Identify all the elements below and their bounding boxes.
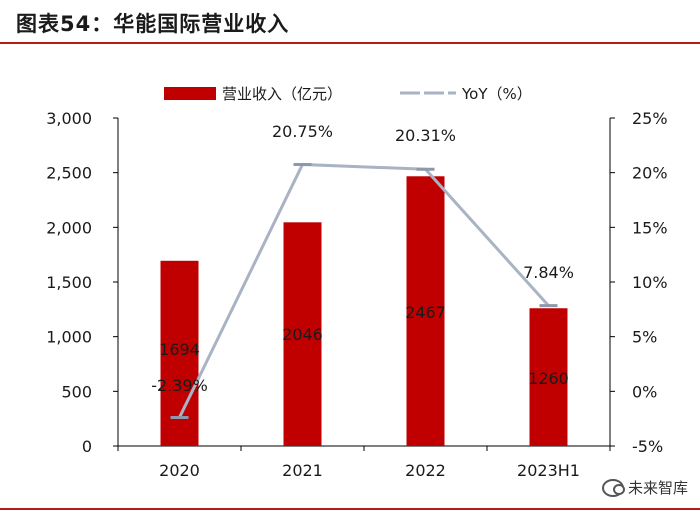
legend-label-line: YoY（%） bbox=[461, 85, 532, 103]
yoy-data-label: 7.84% bbox=[523, 263, 574, 282]
bar-data-label: 1694 bbox=[159, 340, 200, 359]
y-right-tick-label: 25% bbox=[632, 109, 668, 128]
x-tick-label: 2023H1 bbox=[517, 461, 580, 480]
yoy-data-label: 20.31% bbox=[395, 126, 456, 145]
y-left-tick-label: 1,500 bbox=[46, 273, 92, 292]
yoy-data-label: -2.39% bbox=[151, 376, 208, 395]
y-right-tick-label: 15% bbox=[632, 218, 668, 237]
y-left-tick-label: 2,000 bbox=[46, 218, 92, 237]
legend-label-bar: 营业收入（亿元） bbox=[222, 85, 342, 103]
header: 图表54：华能国际营业收入 bbox=[0, 0, 700, 44]
watermark: 未来智库 bbox=[601, 477, 688, 498]
y-left-tick-label: 0 bbox=[82, 437, 92, 456]
bar-data-label: 2046 bbox=[282, 325, 323, 344]
x-tick-label: 2021 bbox=[282, 461, 323, 480]
y-right-tick-label: 10% bbox=[632, 273, 668, 292]
x-tick-label: 2020 bbox=[159, 461, 200, 480]
revenue-bar bbox=[283, 222, 322, 446]
yoy-data-label: 20.75% bbox=[272, 122, 333, 141]
y-right-tick-label: 20% bbox=[632, 164, 668, 183]
watermark-text: 未来智库 bbox=[627, 479, 688, 497]
y-left-tick-label: 2,500 bbox=[46, 164, 92, 183]
y-left-tick-label: 1,000 bbox=[46, 328, 92, 347]
y-right-tick-label: 0% bbox=[632, 382, 657, 401]
yoy-line bbox=[178, 162, 550, 419]
legend-swatch-bar bbox=[164, 87, 216, 100]
y-right-tick-label: -5% bbox=[632, 437, 663, 456]
bar-data-label: 2467 bbox=[405, 303, 446, 322]
y-left-tick-label: 3,000 bbox=[46, 109, 92, 128]
wechat-icon bbox=[601, 478, 625, 497]
revenue-bar bbox=[406, 176, 445, 447]
header-divider bbox=[0, 42, 700, 44]
footer-divider bbox=[0, 508, 700, 510]
page-title: 图表54：华能国际营业收入 bbox=[16, 12, 290, 36]
y-left-tick-label: 500 bbox=[61, 382, 92, 401]
bar-data-label: 1260 bbox=[528, 369, 569, 388]
revenue-bar bbox=[529, 308, 568, 446]
x-tick-label: 2022 bbox=[405, 461, 446, 480]
y-right-tick-label: 5% bbox=[632, 328, 657, 347]
